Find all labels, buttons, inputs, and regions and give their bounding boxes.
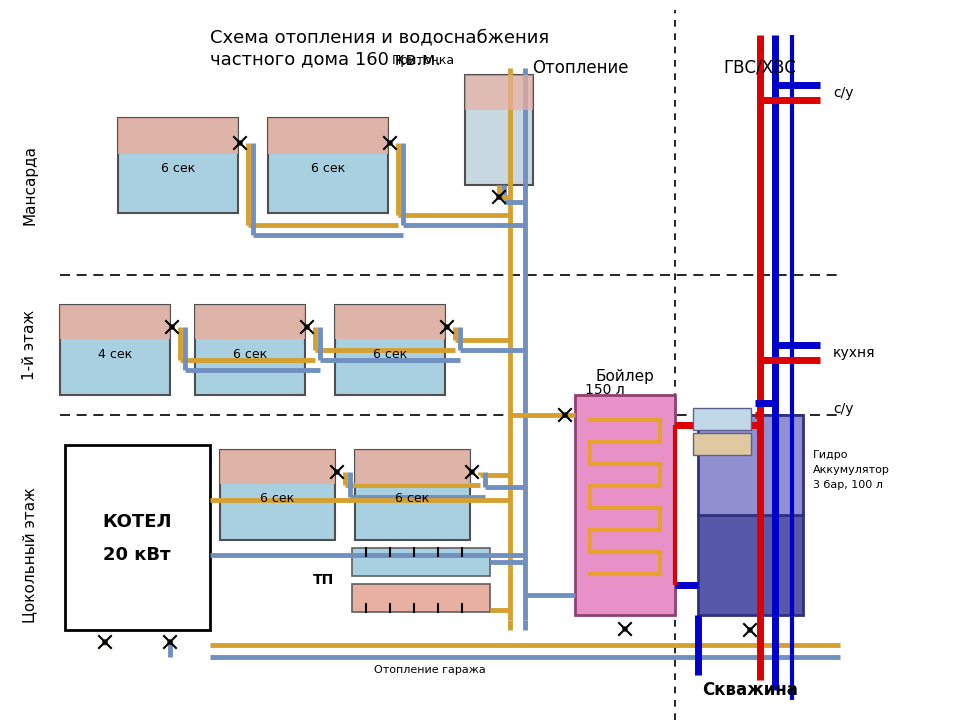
Text: 6 сек: 6 сек [161, 163, 195, 176]
Text: Аккумулятор: Аккумулятор [813, 465, 890, 475]
Text: 3 бар, 100 л: 3 бар, 100 л [813, 480, 883, 490]
Circle shape [238, 141, 242, 145]
Text: ТП: ТП [313, 573, 334, 587]
Bar [352, 584, 490, 612]
Bar [575, 395, 675, 615]
Text: 4 сек: 4 сек [98, 348, 132, 361]
Bar [65, 445, 210, 630]
Circle shape [168, 640, 172, 644]
Bar [195, 305, 305, 395]
Text: ГВС/ХВС: ГВС/ХВС [724, 59, 797, 77]
Text: Скважина: Скважина [702, 681, 798, 699]
Text: 1-й этаж: 1-й этаж [22, 310, 37, 380]
Circle shape [497, 195, 501, 199]
Bar [465, 75, 533, 110]
Bar [195, 305, 305, 339]
Circle shape [388, 141, 392, 145]
Bar [60, 305, 170, 395]
Text: Цокольный этаж: Цокольный этаж [22, 487, 37, 623]
Circle shape [445, 325, 449, 329]
Text: с/у: с/у [833, 86, 853, 100]
Circle shape [335, 470, 339, 474]
Text: КОТЕЛ: КОТЕЛ [103, 513, 172, 531]
Bar [698, 415, 803, 515]
Circle shape [470, 470, 474, 474]
Text: Бойлер: Бойлер [595, 369, 655, 384]
Bar [268, 118, 388, 154]
Text: Отопление: Отопление [532, 59, 628, 77]
Text: Мансарда: Мансарда [22, 145, 37, 225]
Circle shape [563, 413, 567, 417]
Bar [693, 433, 751, 455]
Bar [118, 118, 238, 154]
Circle shape [170, 325, 174, 329]
Circle shape [103, 640, 107, 644]
Bar [220, 450, 335, 484]
Circle shape [623, 627, 627, 631]
Text: 6 сек: 6 сек [260, 492, 294, 505]
Text: 6 сек: 6 сек [395, 492, 429, 505]
Text: 150 л: 150 л [586, 383, 625, 397]
Text: 20 кВт: 20 кВт [104, 546, 171, 564]
Bar [693, 408, 751, 430]
Bar [465, 75, 533, 185]
Bar [352, 548, 490, 576]
Bar [60, 305, 170, 339]
Bar [268, 118, 388, 213]
Text: кухня: кухня [833, 346, 876, 360]
Text: Схема отопления и водоснабжения: Схема отопления и водоснабжения [210, 28, 549, 46]
Bar [220, 450, 335, 540]
Text: частного дома 160 кв.м.: частного дома 160 кв.м. [210, 50, 442, 68]
Bar [355, 450, 470, 540]
Circle shape [748, 628, 752, 632]
Text: Отопление гаража: Отопление гаража [374, 665, 486, 675]
Bar [698, 515, 803, 615]
Bar [355, 450, 470, 484]
Text: Гидро: Гидро [813, 450, 849, 460]
Circle shape [305, 325, 309, 329]
Text: 6 сек: 6 сек [311, 163, 346, 176]
Text: 6 сек: 6 сек [372, 348, 407, 361]
Bar [335, 305, 445, 395]
Text: с/у: с/у [833, 402, 853, 416]
Bar [335, 305, 445, 339]
Text: 6 сек: 6 сек [233, 348, 267, 361]
Text: Приточка: Приточка [392, 54, 455, 67]
Bar [118, 118, 238, 213]
